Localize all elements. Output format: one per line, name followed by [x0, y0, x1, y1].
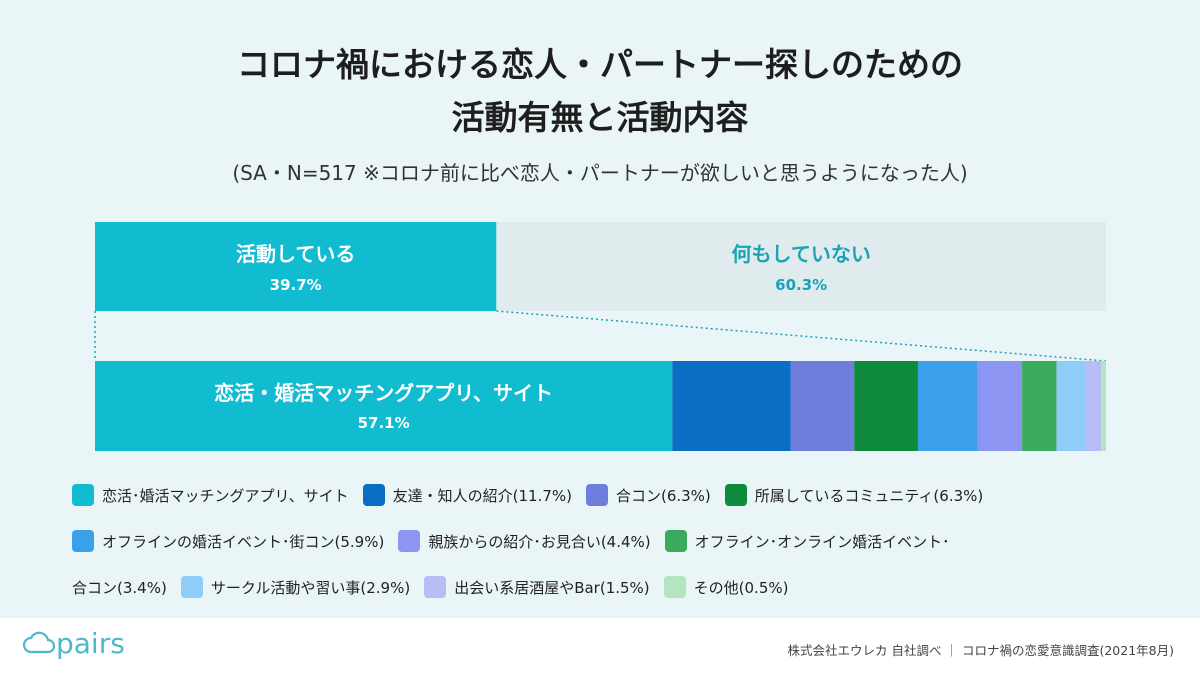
bottom-bar-value-1: 57.1% [358, 414, 410, 432]
pairs-logo: pairs [22, 626, 125, 660]
bottom-bar-segment-4 [854, 361, 918, 451]
top-bar-label-2: 何もしていない [731, 242, 870, 266]
bottom-bar-label-1: 恋活・婚活マッチングアプリ、サイト [214, 381, 553, 405]
legend-item: 親族からの紹介･お見合い(4.4%) [398, 530, 651, 552]
legend-swatch [72, 530, 94, 552]
legend-label: オフラインの婚活イベント･街コン(5.9%) [102, 532, 385, 551]
bottom-bar-segment-8 [1056, 361, 1086, 451]
bottom-bar-segment-9 [1085, 361, 1101, 451]
legend-label: 合コン(3.4%) [72, 578, 167, 597]
top-bar-value-2: 60.3% [775, 276, 827, 294]
legend-label: その他(0.5%) [693, 578, 789, 597]
chart-title-line2: 活動有無と活動内容 [451, 98, 749, 137]
legend-item: オフライン･オンライン婚活イベント･ [664, 530, 950, 552]
legend-label: 友達・知人の紹介(11.7%) [392, 486, 572, 505]
legend-item: 合コン(6.3%) [585, 484, 711, 506]
top-bar-segment-1 [95, 222, 497, 311]
bottom-bar-segment-5 [917, 361, 978, 451]
legend-label: 親族からの紹介･お見合い(4.4%) [428, 532, 651, 551]
bottom-bar-segment-2 [672, 361, 791, 451]
legend-swatch [585, 484, 608, 506]
legend-label: サークル活動や習い事(2.9%) [210, 578, 411, 597]
top-bar-segment-2 [496, 222, 1106, 311]
chart-legend: 恋活･婚活マッチングアプリ、サイト 友達・知人の紹介(11.7%) 合コン(6.3%… [72, 484, 1152, 598]
bottom-bar-segment-3 [790, 361, 855, 451]
legend-swatch [362, 484, 385, 506]
legend-item: 友達・知人の紹介(11.7%) [362, 484, 572, 506]
bottom-bar-segment-6 [977, 361, 1023, 451]
legend-swatch [724, 484, 747, 506]
bottom-bar-segment-7 [1022, 361, 1057, 451]
legend-item: 合コン(3.4%) [72, 576, 167, 598]
legend-swatch [664, 530, 687, 552]
legend-label: 出会い系居酒屋やBar(1.5%) [454, 578, 650, 597]
chart-subtitle: (SA・N=517 ※コロナ前に比べ恋人・パートナーが欲しいと思うようになった人… [232, 161, 968, 185]
legend-item: その他(0.5%) [663, 576, 789, 598]
legend-label: オフライン･オンライン婚活イベント･ [694, 532, 950, 551]
top-bar-label-1: 活動している [236, 242, 355, 266]
legend-item: サークル活動や習い事(2.9%) [180, 576, 411, 598]
legend-swatch [663, 576, 686, 598]
connector-line-right [496, 310, 1107, 362]
legend-item: 所属しているコミュニティ(6.3%) [724, 484, 984, 506]
source-note: 株式会社エウレカ 自社調べ ｜ コロナ禍の恋愛意識調査(2021年8月) [787, 643, 1174, 658]
top-bar-value-1: 39.7% [270, 276, 322, 294]
chart-title-line1: コロナ禍における恋人・パートナー探しのための [237, 45, 963, 84]
legend-item: 出会い系居酒屋やBar(1.5%) [424, 576, 650, 598]
legend-swatch [424, 576, 447, 598]
footer: pairs 株式会社エウレカ 自社調べ ｜ コロナ禍の恋愛意識調査(2021年8… [0, 618, 1200, 675]
stacked-bar-chart: 活動している 39.7% 何もしていない 60.3% 恋活・婚活マッチングアプリ、サイト… [94, 222, 1107, 451]
legend-swatch [72, 484, 94, 506]
cloud-logo-icon [22, 631, 56, 654]
legend-item: オフラインの婚活イベント･街コン(5.9%) [72, 530, 384, 552]
logo-text: pairs [56, 626, 125, 660]
legend-label: 合コン(6.3%) [615, 486, 711, 505]
bottom-bar-segment-10 [1100, 361, 1106, 451]
legend-label: 恋活･婚活マッチングアプリ、サイト [102, 486, 349, 505]
legend-item: 恋活･婚活マッチングアプリ、サイト [72, 484, 349, 506]
legend-label: 所属しているコミュニティ(6.3%) [754, 486, 984, 505]
legend-swatch [398, 530, 421, 552]
bottom-bar-segment-1 [95, 361, 673, 451]
legend-swatch [180, 576, 203, 598]
